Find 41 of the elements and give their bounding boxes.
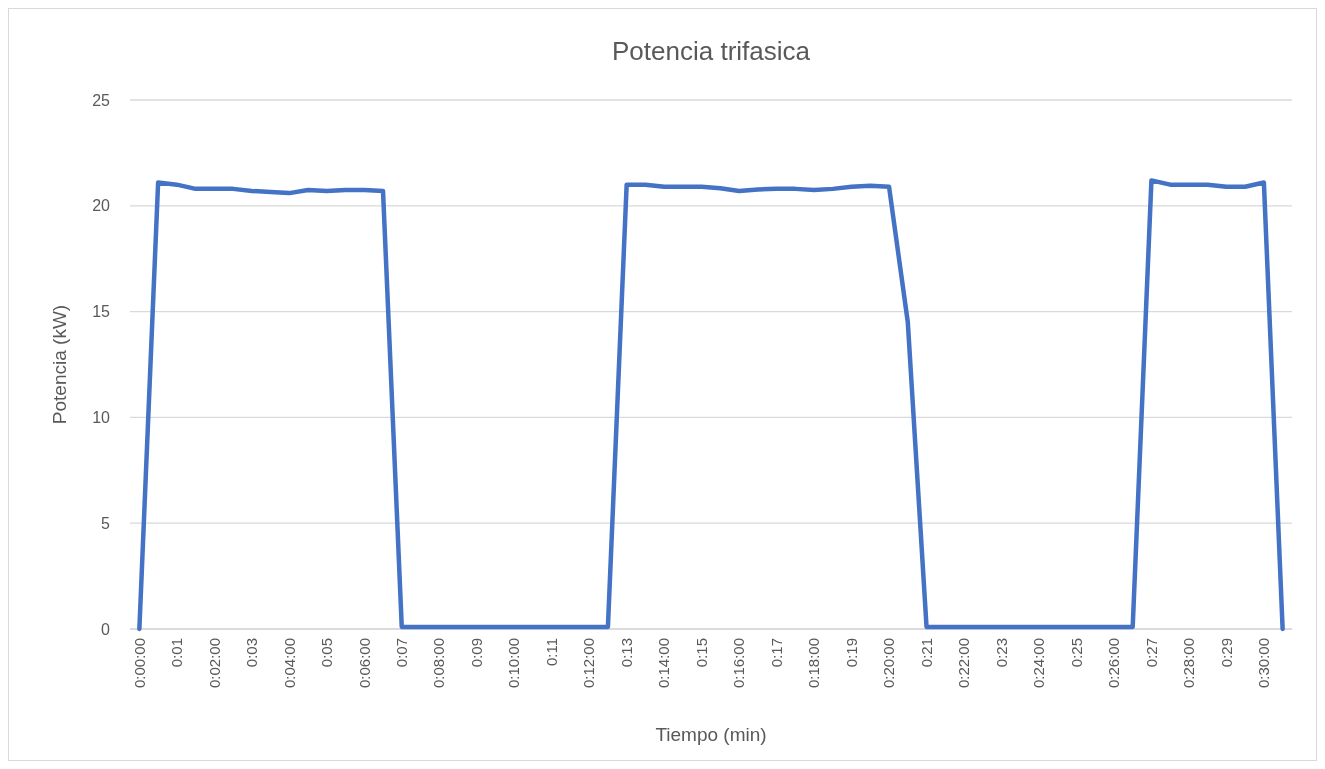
x-tick-label: 0:00:00 — [130, 638, 148, 689]
y-tick-label: 15 — [92, 303, 111, 321]
x-tick-label: 0:17 — [767, 638, 785, 668]
x-tick-label: 0:09 — [467, 638, 485, 668]
chart-title: Potencia trifasica — [612, 36, 811, 66]
x-tick-label: 0:26:00 — [1105, 638, 1123, 689]
x-tick-label: 0:02:00 — [205, 638, 223, 689]
x-tick-label: 0:28:00 — [1180, 638, 1198, 689]
x-tick-label: 0:07 — [393, 638, 411, 668]
x-tick-label: 0:18:00 — [805, 638, 823, 689]
x-tick-label: 0:30:00 — [1255, 638, 1273, 689]
x-tick-label: 0:27 — [1142, 638, 1160, 668]
x-tick-label: 0:25 — [1067, 638, 1085, 668]
y-tick-label: 0 — [101, 620, 111, 638]
x-tick-label: 0:15 — [692, 638, 710, 668]
y-tick-label: 20 — [92, 197, 111, 215]
x-tick-label: 0:23 — [992, 638, 1010, 668]
x-tick-label: 0:20:00 — [880, 638, 898, 689]
y-tick-label: 25 — [92, 91, 111, 109]
x-tick-label: 0:04:00 — [280, 638, 298, 689]
x-axis-title: Tiempo (min) — [655, 724, 767, 745]
x-tick-label: 0:13 — [617, 638, 635, 668]
x-tick-label: 0:11 — [542, 638, 560, 667]
x-tick-label: 0:14:00 — [655, 638, 673, 689]
x-tick-label: 0:08:00 — [430, 638, 448, 689]
line-series — [137, 178, 1285, 632]
x-tick-label: 0:12:00 — [580, 638, 598, 689]
x-tick-label: 0:10:00 — [505, 638, 523, 689]
x-tick-label: 0:06:00 — [355, 638, 373, 689]
x-tick-label: 0:19 — [842, 638, 860, 668]
x-tick-label: 0:29 — [1217, 638, 1235, 668]
y-tick-label: 5 — [101, 514, 111, 532]
x-tick-label: 0:05 — [318, 638, 336, 668]
x-tick-label: 0:24:00 — [1030, 638, 1048, 689]
x-tick-label: 0:16:00 — [730, 638, 748, 689]
x-tick-label: 0:03 — [243, 638, 261, 668]
y-tick-label: 10 — [92, 409, 111, 426]
x-tick-label: 0:21 — [917, 638, 935, 668]
x-tick-label: 0:01 — [168, 638, 186, 668]
y-axis-title: Potencia (kW) — [49, 304, 70, 425]
x-tick-label: 0:22:00 — [955, 638, 973, 689]
